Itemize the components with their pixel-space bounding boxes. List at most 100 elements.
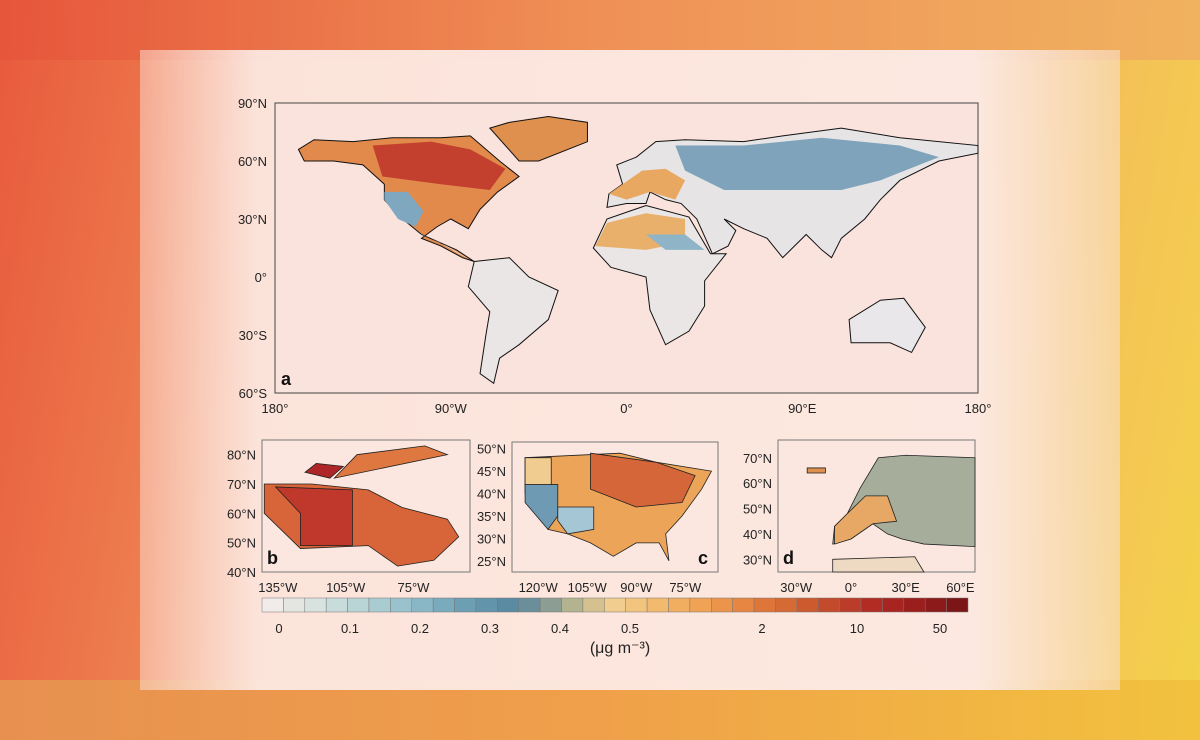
lat-tick-label: 60°N: [238, 154, 267, 169]
lon-tick-label: 180°: [965, 401, 992, 416]
lat-tick-label: 90°N: [238, 96, 267, 111]
canada-west-region: [274, 486, 353, 546]
panel-a-letter: a: [281, 369, 292, 389]
south-america: [467, 257, 559, 385]
western-europe-region: [834, 495, 898, 545]
colorbar-bin: [796, 597, 819, 613]
lon-tick-label: 0°: [620, 401, 632, 416]
lat-tick-label: 60°N: [227, 506, 256, 521]
lat-tick-label: 60°S: [239, 386, 268, 401]
colorbar-bin: [283, 597, 306, 613]
colorbar-bin: [604, 597, 626, 613]
lat-tick-label: 40°N: [477, 487, 506, 502]
lon-tick-label: 180°: [262, 401, 289, 416]
colorbar-bin: [882, 597, 905, 613]
colorbar-bin: [347, 597, 370, 613]
colorbar-bin: [475, 597, 498, 613]
europe-region: [608, 168, 686, 200]
lat-tick-label: 50°N: [477, 442, 506, 457]
lon-tick-label: 75°W: [669, 580, 702, 595]
colorbar-tick-label: 0.3: [481, 621, 499, 636]
colorbar-bin: [817, 597, 840, 613]
colorbar-bin: [689, 597, 712, 613]
colorbar-bin: [539, 597, 562, 613]
colorbar-tick-label: 2: [758, 621, 765, 636]
lon-tick-label: 90°W: [435, 401, 468, 416]
colorbar-bin: [390, 597, 413, 613]
lon-tick-label: 90°W: [620, 580, 653, 595]
canada-high-region: [372, 141, 506, 190]
colorbar-tick-label: 10: [850, 621, 864, 636]
lat-tick-label: 0°: [255, 270, 267, 285]
lat-tick-label: 40°N: [743, 527, 772, 542]
colorbar-bin: [518, 597, 541, 613]
lat-tick-label: 70°N: [743, 451, 772, 466]
lon-tick-label: 105°W: [326, 580, 366, 595]
lat-tick-label: 60°N: [743, 476, 772, 491]
colorbar-tick-label: 0.2: [411, 621, 429, 636]
lat-tick-label: 50°N: [227, 536, 256, 551]
colorbar-bin: [860, 597, 883, 613]
lon-tick-label: 120°W: [519, 580, 559, 595]
lat-tick-label: 50°N: [743, 502, 772, 517]
lon-tick-label: 105°W: [568, 580, 608, 595]
colorbar-bin: [646, 597, 669, 613]
colorbar-bin: [411, 597, 434, 613]
colorbar-bin: [304, 597, 327, 613]
colorbar-bin: [582, 597, 605, 613]
lat-tick-label: 30°N: [238, 212, 267, 227]
background-bottom-band: [0, 680, 1200, 740]
colorbar-bin: [368, 597, 391, 613]
colorbar-bin: [924, 597, 947, 613]
lon-tick-label: 60°E: [946, 580, 975, 595]
california-nevada-region: [524, 484, 559, 531]
colorbar-bin: [903, 597, 926, 613]
colorbar-tick-label: 0: [275, 621, 282, 636]
lat-tick-label: 30°N: [743, 552, 772, 567]
colorbar-bin: [261, 597, 284, 613]
colorbar-bin: [753, 597, 776, 613]
lon-tick-label: 0°: [845, 580, 857, 595]
north-africa: [832, 556, 925, 573]
lon-tick-label: 75°W: [398, 580, 431, 595]
colorbar: 0 0.1 0.2 0.3 0.4 0.5 2 10 50: [261, 597, 969, 636]
lat-tick-label: 25°N: [477, 554, 506, 569]
lat-tick-label: 80°N: [227, 448, 256, 463]
russia-region: [675, 137, 939, 190]
colorbar-unit: (μg m⁻³): [590, 640, 650, 657]
greenland: [488, 116, 588, 162]
lat-tick-label: 45°N: [477, 464, 506, 479]
western-us-region: [384, 191, 424, 227]
lon-tick-label: 30°E: [892, 580, 921, 595]
midwest-northeast-region: [590, 452, 696, 508]
lon-tick-label: 30°W: [780, 580, 813, 595]
arctic-islands: [333, 445, 449, 479]
colorbar-bin: [325, 597, 348, 613]
colorbar-bin: [432, 597, 455, 613]
panel-c-letter: c: [698, 548, 708, 568]
panel-d-letter: d: [783, 548, 794, 568]
colorbar-tick-label: 0.5: [621, 621, 639, 636]
colorbar-bin: [454, 597, 477, 613]
panel-b-letter: b: [267, 548, 278, 568]
australia: [848, 297, 926, 354]
victoria-island: [304, 463, 345, 479]
lat-tick-label: 30°N: [477, 531, 506, 546]
oregon-washington-region: [524, 457, 552, 485]
map-panel-c: 50°N 45°N 40°N 35°N 30°N 25°N 120°W 105°W 90°W 75…: [477, 441, 719, 595]
colorbar-bin: [625, 597, 648, 613]
map-panel-d: 70°N 60°N 50°N 40°N 30°N 30°W 0° 30°E 60°E: [743, 439, 976, 595]
lon-tick-label: 135°W: [258, 580, 298, 595]
arizona-newmexico-region: [557, 506, 595, 535]
lat-tick-label: 30°S: [239, 328, 268, 343]
lon-tick-label: 90°E: [788, 401, 817, 416]
lat-tick-label: 40°N: [227, 565, 256, 580]
colorbar-tick-label: 0.4: [551, 621, 569, 636]
iceland: [806, 467, 826, 474]
colorbar-bin: [497, 597, 519, 613]
colorbar-tick-label: 0.1: [341, 621, 359, 636]
lat-tick-label: 35°N: [477, 509, 506, 524]
colorbar-bin: [946, 597, 969, 613]
